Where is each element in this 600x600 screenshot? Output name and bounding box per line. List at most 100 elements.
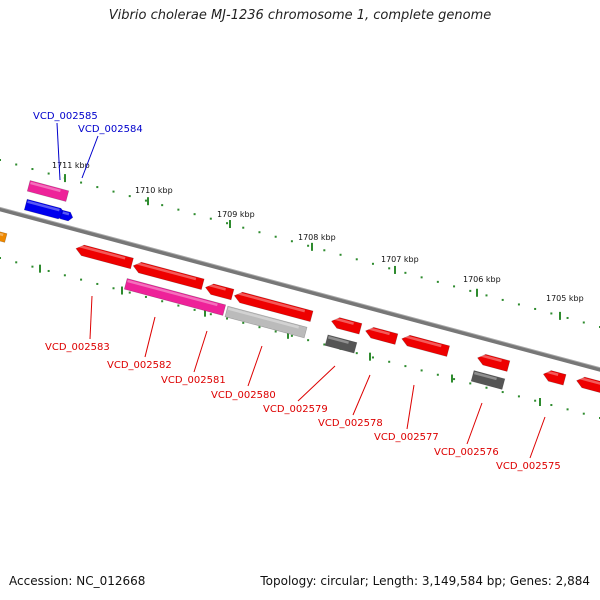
tick-dot <box>112 190 115 193</box>
tick-dot <box>566 316 569 319</box>
gene-label-reverse[interactable]: VCD_002582 <box>107 360 172 371</box>
tick-dot <box>209 217 212 220</box>
gene-vcd-002581[interactable] <box>204 282 235 301</box>
gene-label-forward[interactable]: VCD_002585 <box>33 111 98 122</box>
tick-dot <box>453 285 456 288</box>
tick-dot <box>388 360 391 363</box>
tick-dot <box>323 249 326 252</box>
tick-dot <box>63 274 66 277</box>
tick-dot <box>469 289 472 292</box>
scale-label: 1710 kbp <box>135 186 173 195</box>
tick-dot <box>355 258 358 261</box>
gene-label-reverse[interactable]: VCD_002576 <box>434 447 499 458</box>
gene-label-forward[interactable]: VCD_002584 <box>78 124 143 135</box>
tick-dot <box>258 231 261 234</box>
gene-label-reverse[interactable]: VCD_002577 <box>374 432 439 443</box>
leader-line <box>81 135 99 179</box>
leader-line <box>529 416 546 459</box>
tick-dot <box>388 267 391 270</box>
scale-label: 1706 kbp <box>463 275 501 284</box>
scale-label: 1705 kbp <box>546 294 584 303</box>
tick-dot <box>420 369 423 372</box>
tick-dot <box>582 321 585 324</box>
tick-dot <box>436 280 439 283</box>
gene-vcd-002575-b[interactable] <box>575 375 600 396</box>
tick-dot <box>274 330 277 333</box>
leader-line <box>144 316 156 358</box>
gene-label-reverse[interactable]: VCD_002580 <box>211 390 276 401</box>
gene-vcd-002579[interactable] <box>324 334 358 354</box>
tick-dot <box>501 298 504 301</box>
tick-dot <box>128 195 131 198</box>
tick-dot <box>193 213 196 216</box>
tick-dot <box>128 291 131 294</box>
scale-label: 1707 kbp <box>381 255 419 264</box>
tick-dot <box>339 253 342 256</box>
gene-vcd-002584-b[interactable] <box>59 209 74 222</box>
gene-vcd-002577[interactable] <box>400 333 450 357</box>
tick-layer: 1711 kbp 1710 kbp 1709 kbp 1708 kbp 1707 kbp… <box>0 159 600 419</box>
gene-vcd-002578[interactable] <box>364 326 399 345</box>
tick-dot <box>323 343 326 346</box>
gene-vcd-002576-a[interactable] <box>476 353 511 372</box>
tick-dot <box>15 261 18 264</box>
gene-vcd-002582[interactable] <box>123 278 227 316</box>
gene-label-reverse[interactable]: VCD_002578 <box>318 418 383 429</box>
tick-dot <box>258 326 261 329</box>
gene-vcd-002575[interactable] <box>542 369 567 386</box>
tick-dot <box>161 204 164 207</box>
tick-dot <box>453 378 456 381</box>
tick-dot <box>307 244 310 247</box>
tick-dot <box>161 300 164 303</box>
genome-summary-text: Topology: circular; Length: 3,149,584 bp… <box>260 574 590 588</box>
gene-vcd-002576[interactable] <box>470 370 506 390</box>
tick-dot <box>80 278 83 281</box>
tick-dot <box>31 265 34 268</box>
tick-dot <box>290 240 293 243</box>
tick-dot <box>501 391 504 394</box>
leader-line <box>352 374 371 416</box>
gene-label-reverse[interactable]: VCD_002581 <box>161 375 226 386</box>
tick-dot <box>290 334 293 337</box>
scale-label: 1711 kbp <box>52 161 90 170</box>
gene-label-reverse[interactable]: VCD_002583 <box>45 342 110 353</box>
chromosome-backbone <box>0 207 600 372</box>
gene-label-reverse[interactable]: VCD_002579 <box>263 404 328 415</box>
tick-dot <box>517 395 520 398</box>
accession-text: Accession: NC_012668 <box>9 574 146 588</box>
gene-vcd-002583-b[interactable] <box>132 260 205 290</box>
gene-vcd-002581-b[interactable] <box>233 290 314 323</box>
tick-dot <box>80 181 83 184</box>
tick-dot <box>177 208 180 211</box>
tick-dot <box>274 235 277 238</box>
tick-dot <box>0 257 1 259</box>
gene-vcd-002580[interactable] <box>224 305 308 339</box>
tick-dot <box>404 271 407 274</box>
tick-dot <box>177 304 180 307</box>
leader-line <box>466 402 483 445</box>
gene-label-reverse[interactable]: VCD_002575 <box>496 461 561 472</box>
gene-vcd-002578-a[interactable] <box>330 316 363 335</box>
gene-vcd-002585[interactable] <box>26 180 70 202</box>
gene-layer <box>0 180 600 396</box>
scale-label: 1708 kbp <box>298 233 336 242</box>
gene-vcd-002583[interactable] <box>75 243 134 270</box>
tick-dot <box>550 404 553 407</box>
tick-dot <box>404 365 407 368</box>
tick-dot <box>485 294 488 297</box>
leader-line <box>406 384 415 430</box>
tick-dot <box>485 386 488 389</box>
leader-line <box>89 295 93 340</box>
tick-dot <box>436 373 439 376</box>
label-layer: VCD_002585 VCD_002584 VCD_002583 VCD_002582… <box>33 111 561 472</box>
tick-dot <box>0 159 1 161</box>
tick-dot <box>582 412 585 415</box>
scale-label: 1709 kbp <box>217 210 255 219</box>
tick-dot <box>550 312 553 315</box>
tick-dot <box>242 321 245 324</box>
gene-stub-left[interactable] <box>0 231 8 243</box>
tick-dot <box>226 222 229 225</box>
tick-dot <box>355 352 358 355</box>
tick-dot <box>534 307 537 310</box>
